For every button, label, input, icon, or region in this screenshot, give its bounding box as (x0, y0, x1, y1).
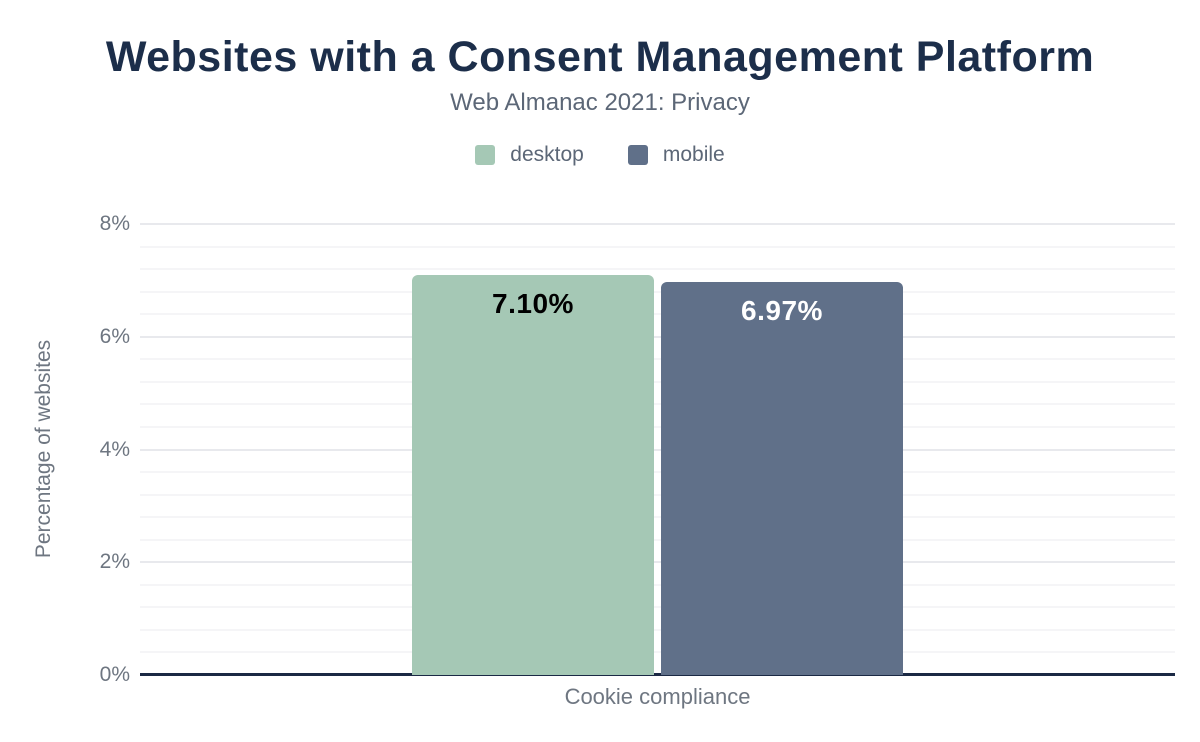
gridline-minor (140, 268, 1175, 271)
gridline-minor (140, 313, 1175, 316)
legend-swatch-mobile (627, 145, 648, 165)
gridline-minor (140, 628, 1175, 631)
x-axis-label: Cookie compliance (564, 684, 751, 709)
legend-swatch-desktop (475, 145, 496, 165)
legend-item-mobile: mobile (627, 143, 725, 167)
gridline-major (140, 448, 1175, 451)
plot-area: 7.10% 6.97% (140, 223, 1175, 676)
gridline-minor (140, 651, 1175, 654)
legend: desktop mobile (0, 143, 1200, 167)
bar-mobile: 6.97% (661, 282, 903, 675)
gridline-minor (140, 290, 1175, 293)
gridline-major (140, 335, 1175, 338)
y-tick-label: 0% (99, 663, 130, 686)
legend-label: mobile (662, 143, 725, 166)
y-tick-label: 2% (99, 550, 130, 574)
gridline-minor (140, 380, 1175, 383)
gridline-major (140, 561, 1175, 564)
gridline-minor (140, 358, 1175, 361)
gridline-minor (140, 471, 1175, 474)
gridline-major (140, 223, 1175, 225)
chart-title: Websites with a Consent Management Platf… (105, 33, 1095, 81)
bar-desktop: 7.10% (412, 274, 654, 675)
gridline-minor (140, 538, 1175, 541)
y-tick-label: 8% (99, 212, 130, 235)
legend-item-desktop: desktop (475, 143, 584, 167)
gridline-minor (140, 403, 1175, 406)
legend-label: desktop (510, 143, 584, 166)
chart-subtitle: Web Almanac 2021: Privacy (450, 89, 750, 116)
y-tick-label: 6% (99, 324, 130, 348)
bar-value-label: 6.97% (741, 295, 823, 327)
gridline-minor (140, 583, 1175, 586)
gridline-minor (140, 606, 1175, 609)
x-axis-line (140, 673, 1175, 676)
y-tick-label: 4% (99, 437, 130, 461)
gridline-minor (140, 493, 1175, 496)
gridline-minor (140, 245, 1175, 248)
bar-value-label: 7.10% (492, 287, 574, 319)
gridline-minor (140, 516, 1175, 519)
gridline-minor (140, 425, 1175, 428)
